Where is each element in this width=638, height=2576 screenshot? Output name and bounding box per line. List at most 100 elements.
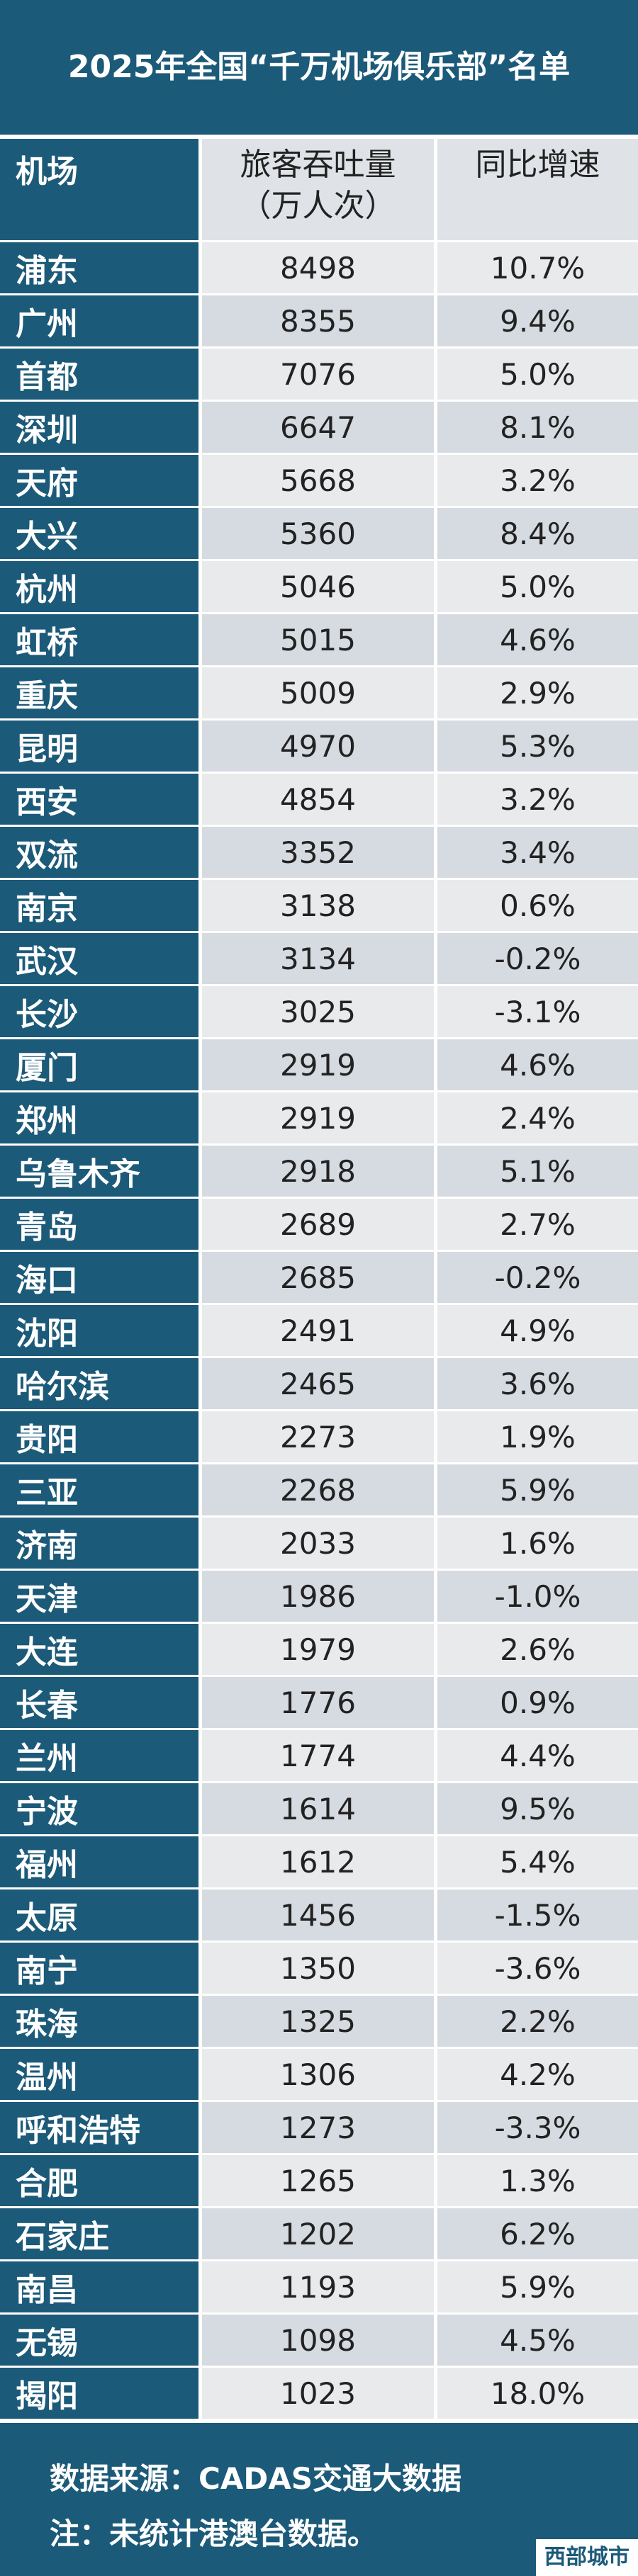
table-row: 郑州 2919 2.4% <box>0 1092 638 1146</box>
airport-name: 乌鲁木齐 <box>0 1146 198 1197</box>
passenger-volume: 7076 <box>198 349 434 400</box>
growth-rate: 9.4% <box>434 295 638 346</box>
table-row: 南昌 1193 5.9% <box>0 2261 638 2315</box>
airport-name: 厦门 <box>0 1039 198 1090</box>
airport-name: 石家庄 <box>0 2208 198 2259</box>
table-row: 哈尔滨 2465 3.6% <box>0 1358 638 1411</box>
table-row: 珠海 1325 2.2% <box>0 1996 638 2049</box>
growth-rate: 3.4% <box>434 827 638 878</box>
passenger-volume: 5015 <box>198 614 434 665</box>
table-row: 揭阳 1023 18.0% <box>0 2368 638 2421</box>
table-row: 广州 8355 9.4% <box>0 295 638 349</box>
airport-name: 三亚 <box>0 1464 198 1515</box>
passenger-volume: 1193 <box>198 2261 434 2312</box>
airport-name: 首都 <box>0 349 198 400</box>
growth-rate: 5.9% <box>434 2261 638 2312</box>
growth-rate: 9.5% <box>434 1783 638 1834</box>
airport-name: 大兴 <box>0 508 198 559</box>
airport-name: 昆明 <box>0 721 198 772</box>
growth-rate: -0.2% <box>434 933 638 984</box>
table-row: 呼和浩特 1273 -3.3% <box>0 2102 638 2155</box>
table-row: 浦东 8498 10.7% <box>0 242 638 295</box>
airport-name: 福州 <box>0 1836 198 1887</box>
table-row: 合肥 1265 1.3% <box>0 2155 638 2208</box>
table-row: 石家庄 1202 6.2% <box>0 2208 638 2261</box>
table-row: 天府 5668 3.2% <box>0 455 638 508</box>
airport-name: 南京 <box>0 880 198 931</box>
growth-rate: -1.5% <box>434 1889 638 1941</box>
table-row: 兰州 1774 4.4% <box>0 1730 638 1783</box>
passenger-volume: 1986 <box>198 1571 434 1622</box>
airport-name: 长沙 <box>0 986 198 1037</box>
airport-name: 长春 <box>0 1677 198 1728</box>
growth-rate: 1.3% <box>434 2155 638 2206</box>
table-row: 重庆 5009 2.9% <box>0 667 638 721</box>
growth-rate: -3.1% <box>434 986 638 1037</box>
passenger-volume: 3352 <box>198 827 434 878</box>
table-row: 杭州 5046 5.0% <box>0 561 638 614</box>
growth-rate: 4.9% <box>434 1305 638 1356</box>
growth-rate: 2.7% <box>434 1199 638 1250</box>
growth-rate: 3.6% <box>434 1358 638 1409</box>
passenger-volume: 1265 <box>198 2155 434 2206</box>
table-row: 首都 7076 5.0% <box>0 349 638 402</box>
passenger-volume: 5668 <box>198 455 434 506</box>
passenger-volume: 2465 <box>198 1358 434 1409</box>
table-row: 南宁 1350 -3.6% <box>0 1943 638 1996</box>
table-row: 温州 1306 4.2% <box>0 2049 638 2102</box>
table-row: 深圳 6647 8.1% <box>0 402 638 455</box>
passenger-volume: 3134 <box>198 933 434 984</box>
table-row: 长春 1776 0.9% <box>0 1677 638 1730</box>
growth-rate: 3.2% <box>434 774 638 825</box>
passenger-volume: 2491 <box>198 1305 434 1356</box>
airport-name: 浦东 <box>0 242 198 293</box>
airport-name: 贵阳 <box>0 1411 198 1462</box>
passenger-volume: 1306 <box>198 2049 434 2100</box>
growth-rate: 1.6% <box>434 1518 638 1569</box>
table-row: 大兴 5360 8.4% <box>0 508 638 561</box>
table-row: 无锡 1098 4.5% <box>0 2315 638 2368</box>
airport-name: 大连 <box>0 1624 198 1675</box>
airport-name: 南昌 <box>0 2261 198 2312</box>
growth-rate: 2.6% <box>434 1624 638 1675</box>
growth-rate: 5.3% <box>434 721 638 772</box>
passenger-volume: 4854 <box>198 774 434 825</box>
passenger-volume: 2033 <box>198 1518 434 1569</box>
growth-rate: -3.6% <box>434 1943 638 1994</box>
table-row: 乌鲁木齐 2918 5.1% <box>0 1146 638 1199</box>
passenger-volume: 2919 <box>198 1092 434 1143</box>
table-row: 三亚 2268 5.9% <box>0 1464 638 1518</box>
growth-rate: 5.1% <box>434 1146 638 1197</box>
table-row: 武汉 3134 -0.2% <box>0 933 638 986</box>
growth-rate: 6.2% <box>434 2208 638 2259</box>
passenger-volume: 2919 <box>198 1039 434 1090</box>
passenger-volume: 1979 <box>198 1624 434 1675</box>
airport-name: 呼和浩特 <box>0 2102 198 2153</box>
passenger-volume: 1774 <box>198 1730 434 1781</box>
note: 注：未统计港澳台数据。 <box>50 2516 378 2551</box>
growth-rate: 8.4% <box>434 508 638 559</box>
airport-name: 沈阳 <box>0 1305 198 1356</box>
airport-name: 深圳 <box>0 402 198 453</box>
table-row: 福州 1612 5.4% <box>0 1836 638 1889</box>
growth-rate: 2.9% <box>434 667 638 718</box>
airport-name: 揭阳 <box>0 2368 198 2419</box>
airport-name: 武汉 <box>0 933 198 984</box>
growth-rate: 8.1% <box>434 402 638 453</box>
airport-name: 合肥 <box>0 2155 198 2206</box>
growth-rate: 4.5% <box>434 2315 638 2366</box>
watermark: 西部城市 <box>536 2539 638 2576</box>
passenger-volume: 1202 <box>198 2208 434 2259</box>
title: 2025年全国“千万机场俱乐部”名单 <box>0 0 638 139</box>
airport-name: 双流 <box>0 827 198 878</box>
airport-name: 南宁 <box>0 1943 198 1994</box>
table-row: 虹桥 5015 4.6% <box>0 614 638 667</box>
airport-name: 重庆 <box>0 667 198 718</box>
growth-rate: 3.2% <box>434 455 638 506</box>
growth-rate: 1.9% <box>434 1411 638 1462</box>
growth-rate: 0.9% <box>434 1677 638 1728</box>
passenger-volume: 8498 <box>198 242 434 293</box>
passenger-volume: 1776 <box>198 1677 434 1728</box>
growth-rate: 5.4% <box>434 1836 638 1887</box>
